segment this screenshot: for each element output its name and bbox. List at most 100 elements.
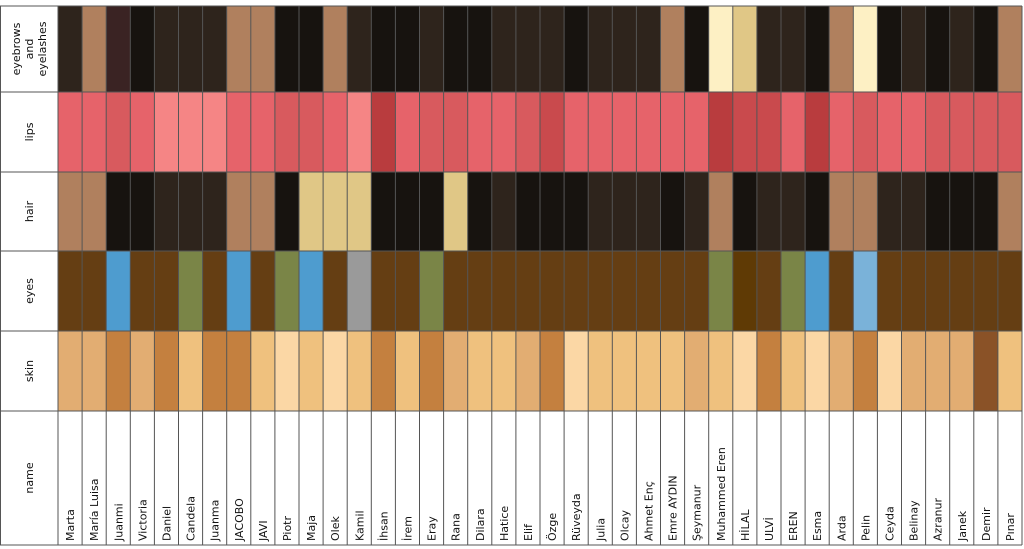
row-label-layer: eyebrowsandeyelashes lips hair eyes skin name xyxy=(10,21,49,493)
cell-lips-28 xyxy=(732,92,758,172)
column-name-label: İhsan xyxy=(377,511,390,541)
row-label-line: and xyxy=(23,39,36,60)
cell-hair-2 xyxy=(106,172,131,251)
cell-skin-25 xyxy=(660,331,685,411)
cell-eyebrows-29 xyxy=(756,6,782,92)
column-name-label: Juanmi xyxy=(112,503,125,542)
cell-skin-15 xyxy=(419,331,444,411)
cell-lips-9 xyxy=(274,92,300,172)
cell-eyes-6 xyxy=(202,251,228,331)
cell-lips-6 xyxy=(202,92,228,172)
cell-lips-33 xyxy=(853,92,878,172)
cell-hair-32 xyxy=(829,172,854,251)
cell-lips-8 xyxy=(250,92,276,172)
cell-skin-34 xyxy=(877,331,902,411)
row-label-line: eyebrows xyxy=(10,22,23,75)
cell-skin-1 xyxy=(82,331,107,411)
cell-eyebrows-35 xyxy=(901,6,926,92)
cell-lips-5 xyxy=(178,92,203,172)
cell-lips-7 xyxy=(226,92,252,172)
cell-eyes-38 xyxy=(973,251,999,331)
cell-skin-33 xyxy=(853,331,878,411)
cell-eyebrows-15 xyxy=(419,6,444,92)
cell-eyes-15 xyxy=(419,251,444,331)
cell-eyes-12 xyxy=(347,251,372,331)
column-name-label: María Luisa xyxy=(88,479,101,541)
row-label-lips: lips xyxy=(23,122,36,141)
column-name-label: Candela xyxy=(185,496,198,541)
cell-lips-26 xyxy=(684,92,710,172)
column-name-label: Dilara xyxy=(474,508,487,541)
cell-eyebrows-28 xyxy=(732,6,758,92)
cell-eyebrows-5 xyxy=(178,6,203,92)
cell-skin-7 xyxy=(226,331,252,411)
cell-eyebrows-7 xyxy=(226,6,252,92)
cell-eyebrows-20 xyxy=(540,6,565,92)
cell-eyebrows-1 xyxy=(82,6,107,92)
cell-eyebrows-11 xyxy=(323,6,348,92)
cell-skin-24 xyxy=(636,331,661,411)
cell-hair-38 xyxy=(973,172,999,251)
column-name-label: Rana xyxy=(450,513,463,541)
cell-hair-12 xyxy=(347,172,372,251)
cell-skin-35 xyxy=(901,331,926,411)
row-label-line: hair xyxy=(23,200,36,222)
cell-hair-16 xyxy=(443,172,469,251)
column-name-label: Daniel xyxy=(160,506,173,541)
cell-eyebrows-10 xyxy=(299,6,324,92)
cell-eyebrows-4 xyxy=(154,6,179,92)
cell-eyebrows-32 xyxy=(829,6,854,92)
cell-skin-30 xyxy=(781,331,806,411)
column-name-label: JAVI xyxy=(257,520,270,542)
cell-lips-16 xyxy=(443,92,469,172)
cell-eyebrows-38 xyxy=(973,6,999,92)
column-name-label: JACOBO xyxy=(233,498,246,542)
cell-lips-31 xyxy=(805,92,830,172)
cell-eyebrows-16 xyxy=(443,6,469,92)
cell-eyebrows-31 xyxy=(805,6,830,92)
column-name-label: Emre AYDIN xyxy=(667,475,680,541)
cell-skin-5 xyxy=(178,331,203,411)
cell-skin-37 xyxy=(949,331,975,411)
cell-lips-37 xyxy=(949,92,975,172)
cell-hair-8 xyxy=(250,172,276,251)
cell-hair-27 xyxy=(708,172,734,251)
cell-eyebrows-33 xyxy=(853,6,878,92)
cell-skin-2 xyxy=(106,331,131,411)
cell-hair-22 xyxy=(588,172,613,251)
cell-skin-0 xyxy=(58,331,83,411)
cell-hair-29 xyxy=(756,172,782,251)
row-label-line: eyelashes xyxy=(36,21,49,76)
cell-lips-32 xyxy=(829,92,854,172)
row-label-line: eyes xyxy=(23,278,36,304)
cell-eyebrows-22 xyxy=(588,6,613,92)
cell-hair-9 xyxy=(274,172,300,251)
cell-skin-22 xyxy=(588,331,613,411)
cell-eyes-31 xyxy=(805,251,830,331)
column-name-label: Ceyda xyxy=(883,506,896,541)
cell-eyes-14 xyxy=(395,251,420,331)
cell-eyebrows-26 xyxy=(684,6,710,92)
cell-skin-31 xyxy=(805,331,830,411)
row-label-skin: skin xyxy=(23,360,36,382)
cell-eyes-32 xyxy=(829,251,854,331)
cell-lips-1 xyxy=(82,92,107,172)
column-name-label: Şeymanur xyxy=(691,484,704,541)
column-name-label: Victoria xyxy=(136,499,149,541)
column-name-label: Olek xyxy=(329,516,342,541)
row-label-hair: hair xyxy=(23,200,36,222)
cell-hair-18 xyxy=(491,172,517,251)
column-name-label: Hatice xyxy=(498,506,511,541)
cell-eyes-30 xyxy=(781,251,806,331)
cell-eyes-9 xyxy=(274,251,300,331)
column-name-label: Ahmet Enç xyxy=(642,481,655,541)
cell-eyes-25 xyxy=(660,251,685,331)
cell-lips-39 xyxy=(997,92,1023,172)
cell-lips-34 xyxy=(877,92,902,172)
cell-eyes-24 xyxy=(636,251,661,331)
cell-hair-20 xyxy=(540,172,565,251)
cell-eyebrows-37 xyxy=(949,6,975,92)
column-name-label: Arda xyxy=(835,515,848,541)
cell-lips-27 xyxy=(708,92,734,172)
